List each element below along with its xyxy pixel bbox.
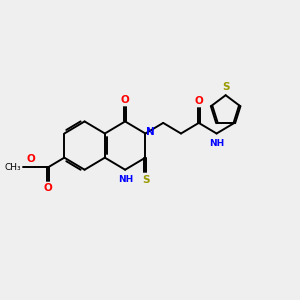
Text: NH: NH [118, 175, 133, 184]
Text: S: S [222, 82, 230, 92]
Text: O: O [121, 95, 130, 105]
Text: N: N [146, 127, 155, 137]
Text: NH: NH [209, 139, 224, 148]
Text: S: S [142, 175, 150, 185]
Text: CH₃: CH₃ [4, 163, 21, 172]
Text: O: O [44, 183, 52, 194]
Text: O: O [26, 154, 35, 164]
Text: O: O [194, 96, 203, 106]
